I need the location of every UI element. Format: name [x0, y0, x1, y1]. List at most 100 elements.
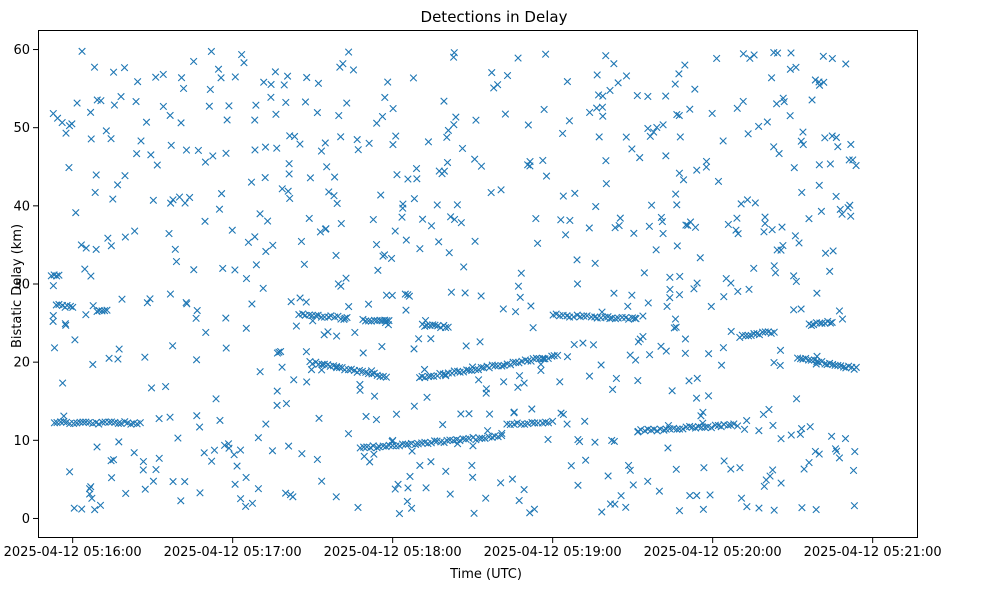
- data-point: [529, 323, 537, 332]
- data-point: [110, 101, 119, 109]
- data-point: [742, 416, 751, 425]
- data-point: [62, 321, 70, 329]
- data-point: [309, 317, 317, 325]
- data-point: [772, 100, 781, 108]
- data-point: [528, 405, 536, 413]
- data-point: [79, 418, 87, 426]
- data-point: [261, 143, 270, 151]
- data-point: [376, 372, 384, 381]
- data-point: [817, 207, 826, 216]
- data-point: [514, 54, 522, 62]
- data-point: [115, 345, 123, 353]
- data-point: [401, 440, 410, 449]
- data-point: [231, 73, 240, 81]
- data-point: [789, 272, 798, 280]
- data-point: [766, 472, 774, 480]
- data-point: [553, 351, 562, 359]
- data-point: [161, 382, 170, 391]
- data-point: [166, 290, 175, 298]
- data-point: [443, 436, 451, 445]
- data-point: [624, 315, 633, 323]
- data-point: [402, 236, 411, 244]
- data-point: [838, 210, 846, 218]
- chart-title: Detections in Delay: [421, 8, 568, 26]
- data-point: [283, 72, 292, 80]
- data-point: [251, 116, 259, 124]
- data-point: [724, 220, 733, 229]
- data-point: [130, 227, 139, 235]
- data-point: [440, 97, 448, 105]
- data-point: [427, 335, 435, 343]
- x-tick-label: 2025-04-12 05:21:00: [804, 545, 942, 560]
- data-point: [787, 49, 795, 57]
- data-point: [115, 438, 123, 446]
- data-point: [69, 303, 77, 312]
- data-point: [571, 189, 579, 198]
- data-point: [644, 124, 652, 133]
- data-point: [377, 191, 385, 199]
- data-point: [251, 233, 259, 241]
- data-point: [281, 489, 290, 497]
- data-point: [367, 367, 376, 375]
- data-point: [443, 133, 451, 142]
- data-point: [215, 205, 224, 213]
- data-point: [210, 446, 219, 454]
- data-point: [166, 199, 175, 207]
- x-tick-label: 2025-04-12 05:18:00: [324, 545, 462, 560]
- data-point: [811, 76, 820, 84]
- data-point: [434, 238, 443, 246]
- data-point: [378, 342, 386, 351]
- data-point: [462, 342, 470, 350]
- data-point: [193, 306, 201, 315]
- data-point: [470, 155, 479, 163]
- data-point: [343, 313, 351, 322]
- data-point: [672, 323, 680, 331]
- data-point: [401, 290, 410, 298]
- data-point: [675, 291, 684, 299]
- data-point: [734, 229, 742, 238]
- data-point: [89, 360, 97, 369]
- data-point: [296, 294, 304, 302]
- data-point: [630, 229, 638, 238]
- data-point: [155, 414, 163, 423]
- data-point: [770, 48, 778, 57]
- data-point: [552, 310, 560, 318]
- data-point: [693, 374, 701, 383]
- data-point: [758, 328, 767, 336]
- data-point: [442, 467, 450, 476]
- data-point: [423, 393, 431, 401]
- data-point: [836, 205, 844, 214]
- data-point: [207, 457, 216, 465]
- data-point: [608, 385, 617, 394]
- data-point: [542, 172, 551, 180]
- data-point: [739, 50, 748, 58]
- data-point: [190, 266, 198, 274]
- plot-background: [38, 30, 918, 538]
- data-point: [664, 421, 673, 430]
- data-point: [602, 51, 610, 60]
- data-point: [298, 450, 306, 458]
- data-point: [223, 116, 231, 124]
- data-point: [470, 509, 478, 517]
- data-point: [107, 134, 115, 143]
- data-point: [406, 472, 414, 481]
- data-point: [515, 372, 524, 380]
- data-point: [172, 257, 181, 266]
- data-point: [327, 312, 335, 320]
- data-point: [755, 426, 763, 435]
- data-point: [433, 201, 441, 209]
- data-point: [566, 216, 574, 225]
- data-point: [532, 214, 540, 223]
- data-point: [278, 185, 286, 193]
- data-point: [808, 96, 816, 104]
- data-point: [537, 360, 545, 368]
- data-point: [219, 264, 227, 273]
- data-point: [459, 368, 468, 376]
- data-point: [336, 63, 344, 71]
- data-point: [256, 210, 264, 218]
- data-point: [835, 307, 844, 315]
- data-point: [558, 129, 567, 138]
- data-point: [139, 466, 147, 474]
- data-point: [508, 475, 517, 483]
